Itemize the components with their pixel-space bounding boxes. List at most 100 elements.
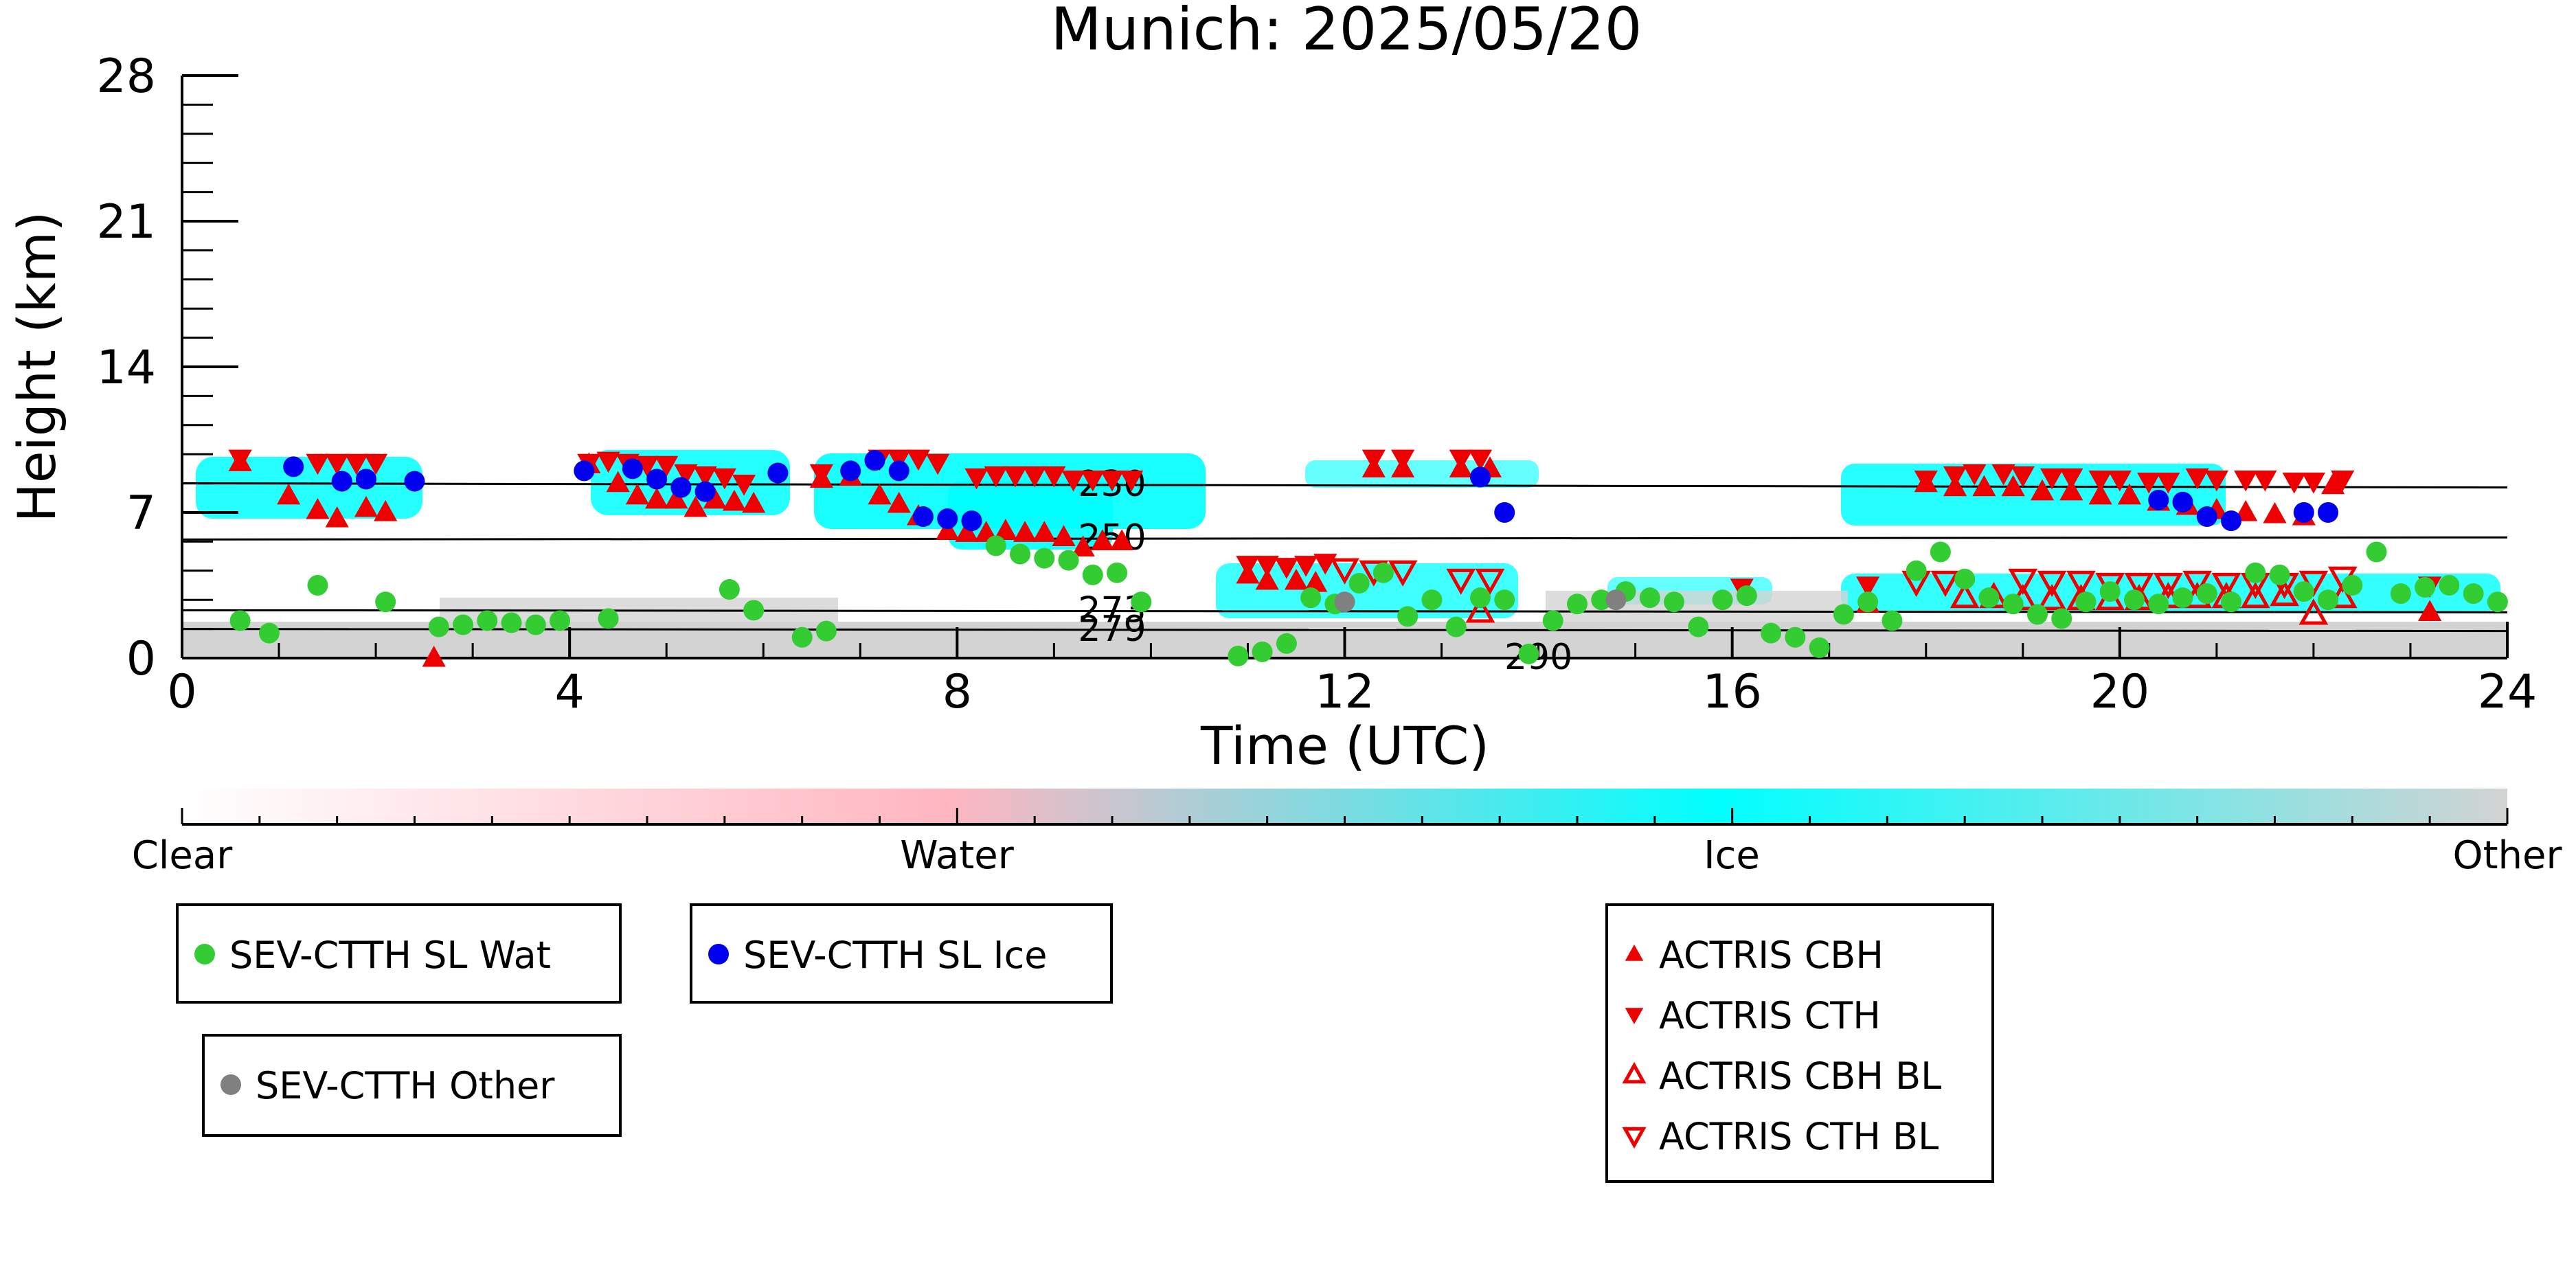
data-point [1469,466,1491,488]
data-point [964,468,988,490]
data-point [732,475,756,496]
data-point [1388,560,1418,587]
x-tick-label: 24 [2478,665,2538,719]
data-point [2487,591,2508,613]
legend-entry: SEV-CTTH SL Wat [194,934,551,977]
legend-entry: SEV-CTTH SL Ice [708,934,1048,977]
data-point [961,510,982,532]
data-point [1071,535,1095,557]
data-point [2059,468,2083,490]
data-point [2037,570,2067,598]
data-point [2156,472,2180,494]
data-point [422,646,446,667]
data-point [1304,570,1328,592]
series-sev-ctth-sl-wat [229,535,2508,666]
data-point [719,579,740,600]
data-point [703,487,727,509]
data-point [550,610,571,631]
data-point [1465,596,1495,623]
data-point [1785,626,1806,648]
data-point [1391,449,1415,471]
data-point [2204,470,2228,492]
data-point [1236,556,1260,577]
data-point [1010,543,1031,565]
data-point [625,483,649,505]
isotherm-label: 279 [1078,609,1146,650]
data-point [1494,589,1515,611]
x-tick-label: 0 [167,665,196,719]
data-point [955,521,979,542]
data-point [1372,562,1394,583]
legend-marker [1625,945,1644,961]
data-point [2051,608,2072,629]
data-point [1003,466,1028,488]
data-point [2390,583,2411,605]
data-point [1542,610,1563,631]
legend: SEV-CTTH SL Wat SEV-CTTH SL Ice SEV-CTTH O… [176,903,1994,1183]
data-point [2253,470,2277,492]
data-point [2269,564,2290,585]
data-point [2439,575,2460,596]
data-point [864,450,885,471]
legend-marker [1622,1127,1647,1149]
data-point [404,471,425,492]
data-point [2026,604,2048,625]
data-point [1963,464,1987,486]
series-sev-ctth-sl-ice [283,450,2339,532]
data-point [1930,570,1961,598]
data-point [1930,541,1951,563]
data-point [2123,589,2145,611]
data-point [1736,585,1757,607]
data-point [1906,560,1927,581]
legend-label: SEV-CTTH SL Wat [229,934,551,977]
data-point [791,626,813,648]
legend-label: ACTRIS CTH [1659,994,1881,1037]
data-point [1468,449,1493,471]
y-tick-label: 21 [96,195,156,249]
data-point [1274,558,1298,579]
data-point [307,575,328,596]
data-point [985,535,1006,556]
data-point [606,471,630,493]
data-point [2059,479,2083,501]
data-point [1348,572,1370,594]
data-point [655,455,679,477]
data-point [2040,468,2064,490]
data-point [645,487,669,509]
x-tick-label: 12 [1315,665,1375,719]
data-point [743,600,765,621]
data-point [694,481,716,502]
colorbar-label: Ice [1704,833,1760,878]
data-point [2211,572,2241,600]
data-point [2415,577,2436,598]
colorbar-label: Clear [132,833,233,878]
data-point [1445,616,1467,637]
data-point [1978,587,2000,609]
data-point [670,477,692,498]
data-point [1334,591,1355,613]
data-point [2030,479,2055,501]
data-point [712,468,736,490]
legend-marker [194,944,215,964]
legend-entry: ACTRIS CTH BL [1622,1115,1939,1158]
data-point [596,451,620,473]
data-point [1107,562,1128,583]
ice-cloud-patch [1216,563,1518,618]
data-point [888,460,909,482]
data-point [277,483,301,505]
data-point [1688,616,1709,637]
data-point [1255,556,1279,577]
colorbar-label: Other [2452,833,2562,878]
data-point [2293,502,2314,523]
data-point [1255,568,1279,590]
data-point [1943,466,1967,488]
data-point [2108,470,2132,492]
data-point [2270,580,2299,607]
x-axis-label: Time (UTC) [1200,715,1489,776]
data-point [598,608,619,629]
ice-cloud-patch [1841,464,2226,526]
data-point [1518,643,1539,664]
x-tick-label: 20 [2090,665,2150,719]
legend-marker [221,1074,241,1095]
data-point [1330,558,1359,585]
